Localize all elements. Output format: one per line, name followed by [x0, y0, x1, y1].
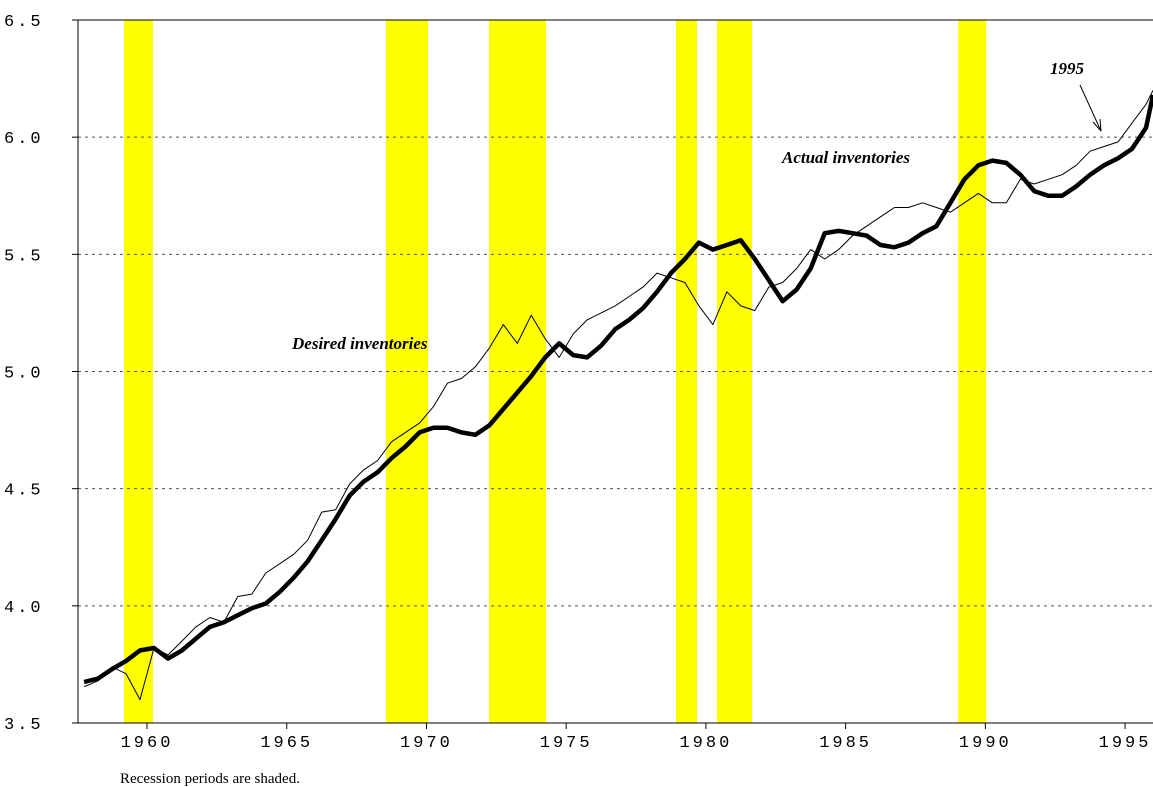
x-tick-label: 1970 — [400, 734, 453, 753]
axes — [77, 19, 1153, 724]
series-line — [83, 94, 1153, 685]
x-tick-label: 1980 — [679, 734, 732, 753]
note: Recession periods are shaded. — [120, 771, 300, 787]
arrow-head — [1092, 118, 1102, 132]
x-tick-label: 1985 — [819, 734, 872, 753]
arrow — [1079, 84, 1102, 132]
y-tick-label: 4.5 — [4, 482, 44, 501]
y-tick-label: 5.0 — [4, 365, 44, 384]
plot: 3.5 4.0 4.5 5.0 5.5 6.0 6.5 1960 1965 1970 1975 198… — [4, 13, 1153, 753]
recession-band — [675, 20, 697, 723]
y-tick-label: 6.5 — [4, 13, 44, 32]
x-tick-label: 1995 — [1099, 734, 1152, 753]
y-tick-label: 3.5 — [4, 716, 44, 735]
annotation: Actual inventories — [781, 148, 910, 167]
y-tick-label: 6.0 — [4, 130, 44, 149]
x-tick-label: 1990 — [959, 734, 1012, 753]
recession-band — [489, 20, 547, 723]
series-line — [83, 90, 1153, 701]
y-tick-label: 4.0 — [4, 599, 44, 618]
x-tick-label: 1960 — [121, 734, 174, 753]
annotation: 1995 — [1050, 59, 1085, 78]
annotation: Desired inventories — [291, 334, 428, 353]
x-tick-label: 1975 — [540, 734, 593, 753]
y-tick-label: 5.5 — [4, 247, 44, 266]
x-tick-label: 1965 — [260, 734, 313, 753]
